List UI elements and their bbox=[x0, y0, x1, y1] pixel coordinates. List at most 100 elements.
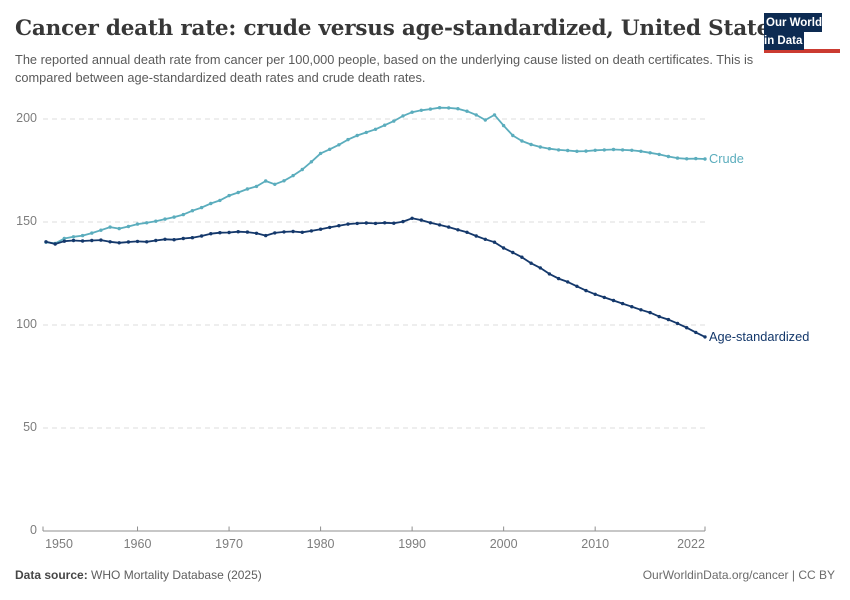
data-point bbox=[639, 308, 643, 312]
data-point bbox=[291, 173, 295, 178]
data-point bbox=[364, 221, 368, 225]
data-point bbox=[630, 305, 634, 309]
data-point bbox=[62, 239, 66, 243]
data-point bbox=[99, 228, 103, 232]
data-point bbox=[181, 236, 185, 241]
data-point bbox=[675, 156, 680, 160]
data-point bbox=[392, 119, 396, 123]
data-point bbox=[53, 242, 57, 246]
data-point bbox=[666, 154, 671, 159]
data-point bbox=[236, 230, 240, 234]
data-point bbox=[547, 272, 552, 276]
data-point bbox=[456, 107, 460, 111]
data-point bbox=[685, 326, 689, 330]
data-point bbox=[318, 227, 323, 231]
data-point bbox=[181, 212, 185, 217]
data-point bbox=[383, 123, 387, 127]
data-point bbox=[145, 240, 149, 244]
data-point bbox=[465, 230, 469, 234]
data-point bbox=[428, 221, 433, 225]
data-point bbox=[80, 239, 85, 243]
data-point bbox=[501, 123, 506, 128]
data-point bbox=[163, 217, 167, 221]
data-point bbox=[657, 314, 661, 319]
y-tick-label: 50 bbox=[23, 420, 37, 434]
data-point bbox=[447, 106, 451, 110]
data-point bbox=[419, 108, 423, 113]
data-point bbox=[227, 230, 231, 235]
data-point bbox=[428, 107, 433, 111]
owid-logo-line1: Our World bbox=[766, 17, 823, 29]
data-point bbox=[630, 148, 634, 152]
data-point bbox=[218, 198, 222, 203]
owid-logo-red-bar bbox=[764, 49, 840, 53]
data-point bbox=[209, 201, 213, 206]
data-point bbox=[264, 179, 268, 183]
data-point bbox=[483, 118, 487, 122]
data-point bbox=[190, 209, 195, 213]
data-point bbox=[620, 148, 625, 152]
data-point bbox=[566, 280, 570, 284]
data-source-value: WHO Mortality Database (2025) bbox=[87, 568, 262, 582]
owid-logo-line2: in Data bbox=[764, 35, 803, 47]
data-point bbox=[602, 295, 606, 300]
data-point bbox=[172, 238, 176, 242]
data-point bbox=[657, 152, 661, 157]
owid-logo[interactable]: Our World in Data bbox=[764, 13, 840, 53]
data-point bbox=[547, 147, 552, 151]
data-point bbox=[71, 238, 76, 243]
data-point bbox=[556, 276, 561, 281]
data-source-label: Data source: bbox=[15, 568, 88, 582]
data-point bbox=[264, 233, 268, 238]
data-point bbox=[492, 113, 497, 117]
data-point bbox=[437, 106, 442, 110]
data-point bbox=[328, 147, 332, 151]
data-point bbox=[135, 239, 140, 244]
data-point bbox=[474, 234, 478, 238]
data-point bbox=[126, 240, 131, 244]
data-point bbox=[401, 114, 405, 118]
data-point bbox=[584, 288, 588, 293]
data-point bbox=[602, 148, 606, 152]
data-point bbox=[355, 221, 359, 226]
data-point bbox=[373, 221, 378, 226]
data-point bbox=[538, 266, 542, 270]
chart-subtitle: The reported annual death rate from canc… bbox=[15, 52, 754, 86]
data-point bbox=[282, 230, 286, 234]
x-tick-label: 2022 bbox=[677, 537, 705, 551]
chart-footer: Data source: WHO Mortality Database (202… bbox=[15, 568, 835, 582]
data-point bbox=[474, 113, 478, 117]
data-point bbox=[337, 224, 341, 228]
data-point bbox=[575, 284, 579, 288]
data-point bbox=[99, 238, 103, 242]
data-point bbox=[117, 241, 121, 245]
x-tick-label: 1980 bbox=[306, 537, 335, 551]
data-point bbox=[346, 137, 350, 142]
data-point bbox=[529, 142, 533, 147]
data-point bbox=[218, 231, 222, 235]
series-label-crude: Crude bbox=[709, 150, 744, 166]
y-tick-label: 100 bbox=[16, 317, 37, 331]
data-point bbox=[337, 143, 341, 147]
attribution-link[interactable]: OurWorldinData.org/cancer | CC BY bbox=[642, 568, 835, 582]
series-line-age-standardized bbox=[45, 217, 706, 338]
data-point bbox=[694, 156, 698, 161]
data-point bbox=[108, 225, 112, 229]
data-point bbox=[254, 184, 259, 189]
x-tick-label: 1970 bbox=[215, 537, 243, 551]
data-point bbox=[538, 145, 542, 149]
data-point bbox=[639, 149, 643, 153]
data-point bbox=[593, 148, 597, 152]
data-point bbox=[245, 230, 250, 234]
data-point bbox=[154, 238, 158, 243]
data-point bbox=[575, 149, 579, 153]
data-point bbox=[80, 233, 85, 238]
data-point bbox=[584, 149, 588, 153]
data-point bbox=[209, 232, 213, 236]
data-point bbox=[90, 231, 94, 235]
data-point bbox=[501, 246, 506, 250]
page-title: Cancer death rate: crude versus age-stan… bbox=[15, 16, 783, 41]
data-point bbox=[282, 179, 286, 183]
